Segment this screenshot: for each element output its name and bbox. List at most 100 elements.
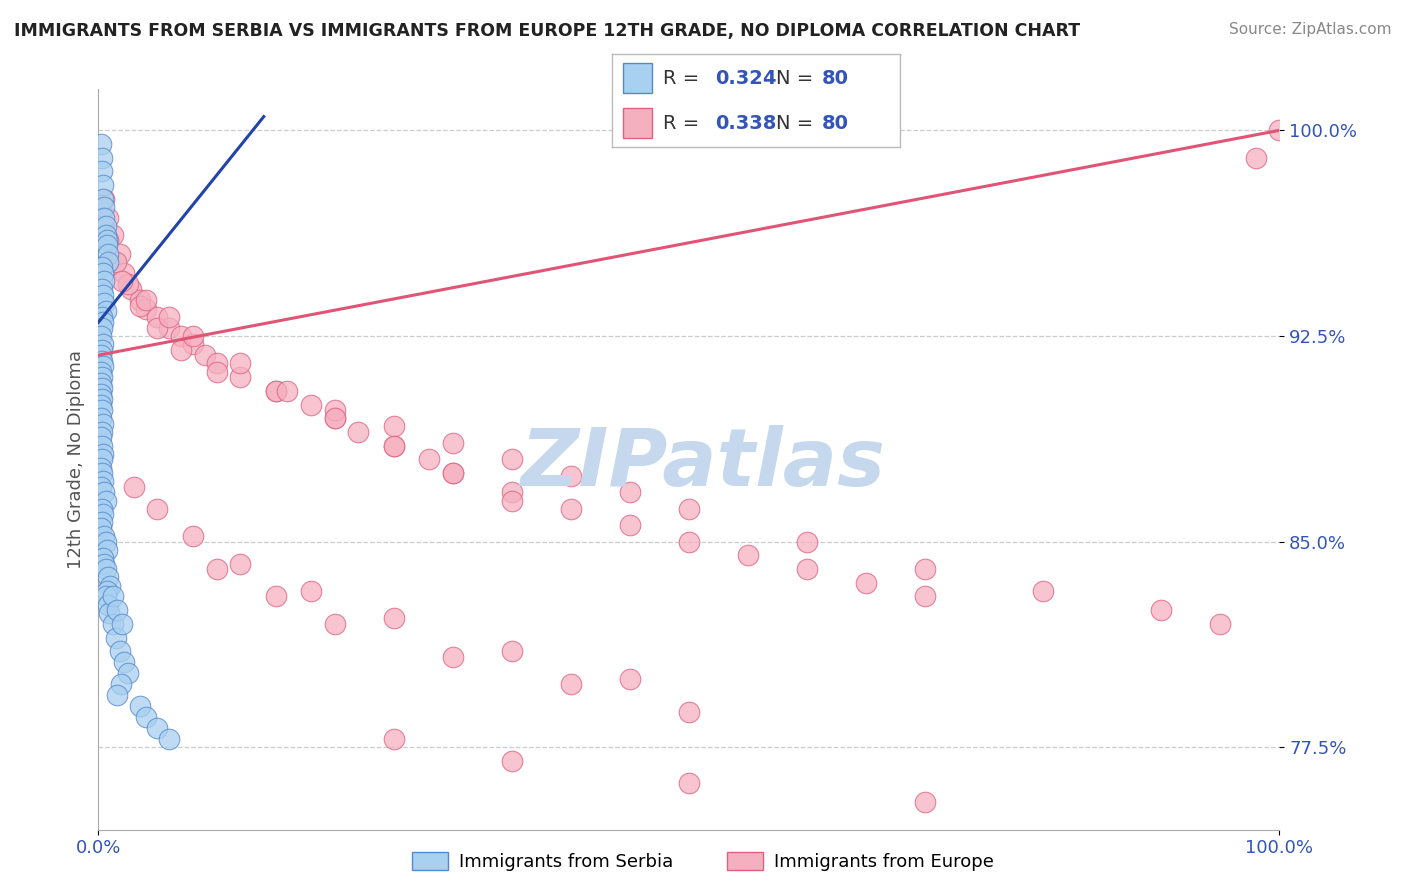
Point [170, 329, 193, 343]
Point [90, 411, 112, 425]
Text: 0.338: 0.338 [716, 114, 776, 133]
Point [323, 411, 346, 425]
Point [382, 419, 405, 434]
Point [96, 233, 118, 247]
Point [98, 578, 121, 592]
Point [264, 590, 287, 604]
Point [382, 611, 405, 625]
Point [128, 299, 150, 313]
Point [418, 452, 440, 467]
Point [97, 246, 120, 260]
Point [146, 721, 169, 735]
Text: N =: N = [776, 114, 820, 133]
Point [91, 417, 114, 431]
Y-axis label: 12th Grade, No Diploma: 12th Grade, No Diploma [66, 350, 84, 569]
Point [91, 288, 114, 302]
Point [94, 493, 117, 508]
Point [170, 343, 193, 357]
Point [146, 320, 169, 334]
Point [94, 227, 117, 242]
Text: N =: N = [776, 70, 820, 88]
Point [678, 501, 700, 516]
Point [146, 501, 169, 516]
Point [181, 337, 204, 351]
Point [110, 677, 132, 691]
Text: ZIPatlas: ZIPatlas [520, 425, 886, 503]
Point [91, 551, 114, 566]
Point [90, 460, 112, 475]
Point [91, 381, 114, 395]
Point [91, 343, 114, 357]
Point [91, 164, 114, 178]
Point [91, 425, 114, 439]
Point [90, 480, 112, 494]
Point [94, 219, 117, 234]
Point [111, 616, 134, 631]
Point [914, 562, 936, 576]
Point [105, 688, 128, 702]
Point [94, 562, 117, 576]
Point [94, 590, 117, 604]
Point [194, 348, 217, 362]
Point [117, 277, 139, 291]
Point [90, 398, 112, 412]
Point [560, 677, 582, 691]
Point [91, 320, 114, 334]
Point [93, 211, 115, 225]
Text: Source: ZipAtlas.com: Source: ZipAtlas.com [1229, 22, 1392, 37]
Point [101, 227, 124, 242]
Point [264, 384, 287, 398]
Point [105, 631, 128, 645]
Point [101, 590, 124, 604]
Point [93, 557, 115, 571]
Point [441, 649, 464, 664]
Point [914, 590, 936, 604]
Point [101, 616, 124, 631]
Point [157, 732, 180, 747]
Point [1209, 616, 1232, 631]
Point [91, 359, 114, 373]
Point [91, 447, 114, 461]
Point [501, 493, 523, 508]
Point [90, 348, 112, 362]
Point [93, 529, 115, 543]
Point [157, 310, 180, 324]
Point [157, 320, 180, 334]
Point [96, 542, 118, 557]
Point [117, 666, 139, 681]
Legend: Immigrants from Serbia, Immigrants from Europe: Immigrants from Serbia, Immigrants from … [405, 845, 1001, 879]
Point [128, 699, 150, 714]
Point [91, 337, 114, 351]
Point [299, 398, 322, 412]
Point [678, 534, 700, 549]
Point [205, 365, 228, 379]
Point [135, 710, 157, 724]
Point [91, 466, 114, 480]
Text: R =: R = [664, 114, 706, 133]
Point [205, 562, 228, 576]
Point [678, 776, 700, 790]
Point [108, 246, 131, 260]
Point [91, 266, 114, 280]
Point [347, 425, 370, 439]
Point [1268, 123, 1291, 137]
Point [91, 507, 114, 521]
Point [94, 304, 117, 318]
Point [91, 178, 114, 193]
Point [97, 598, 120, 612]
Point [91, 370, 114, 384]
Point [112, 266, 135, 280]
Point [112, 655, 135, 669]
Bar [623, 108, 652, 138]
Point [678, 705, 700, 719]
Point [91, 452, 114, 467]
Point [91, 315, 114, 329]
Point [108, 644, 131, 658]
Point [323, 616, 346, 631]
Point [737, 549, 759, 563]
Point [323, 403, 346, 417]
Point [382, 732, 405, 747]
Point [382, 439, 405, 453]
Point [1244, 151, 1267, 165]
Point [560, 468, 582, 483]
